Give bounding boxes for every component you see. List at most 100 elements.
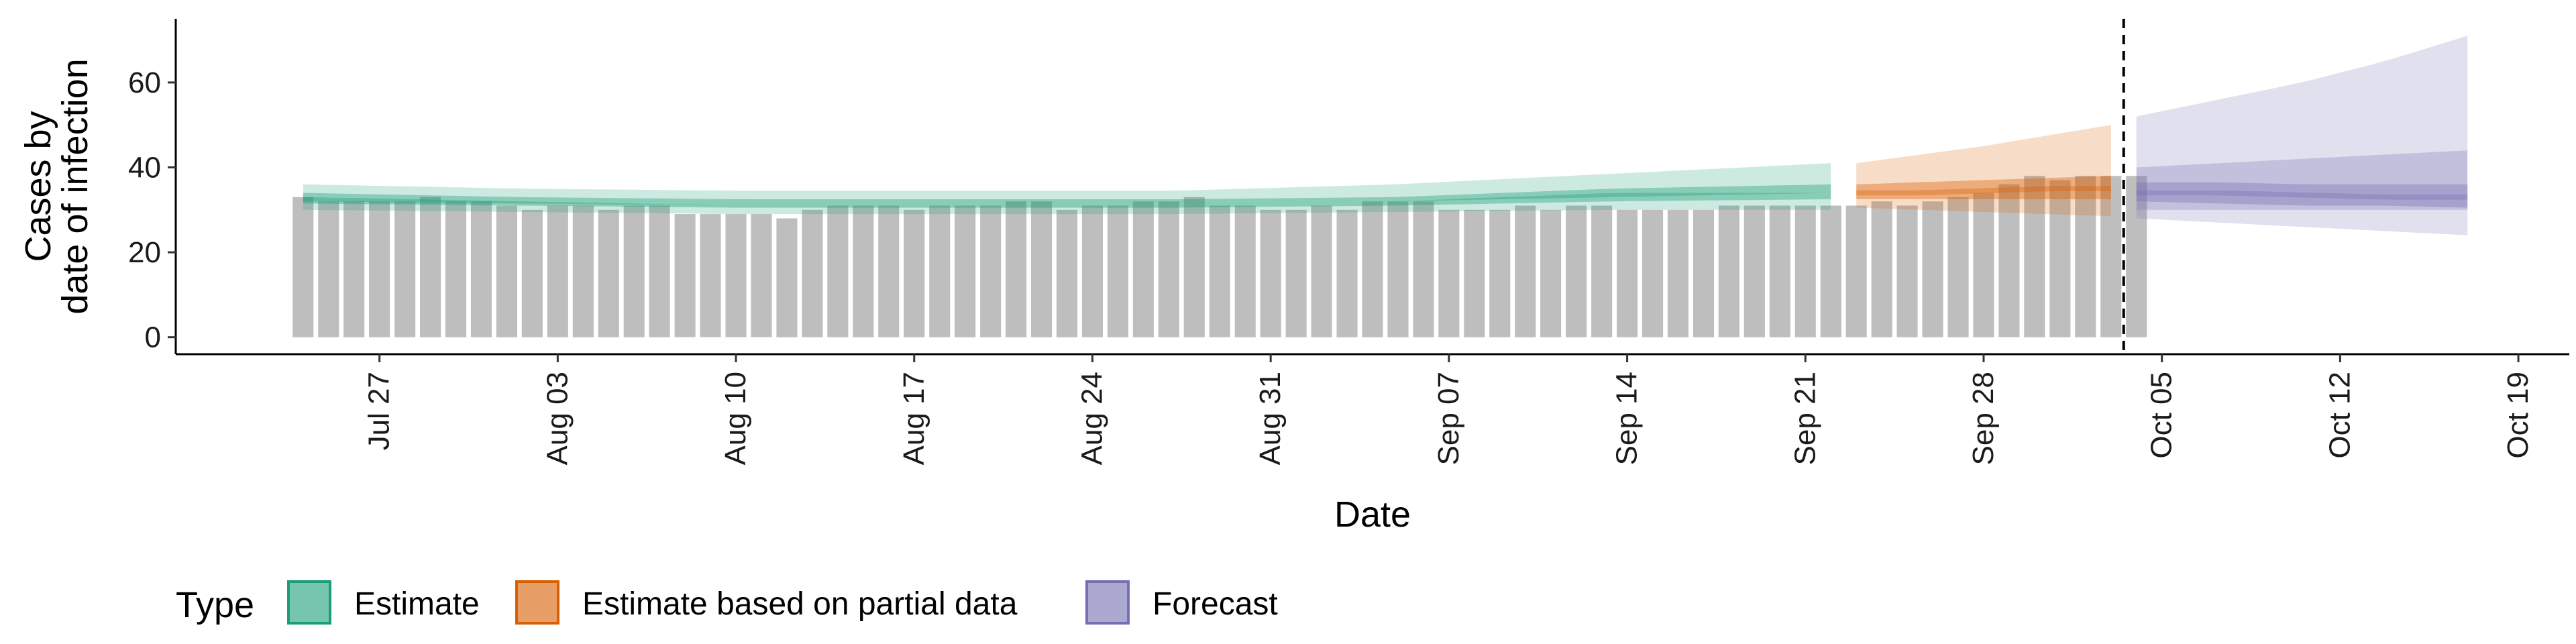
bar [2049, 180, 2071, 337]
partial-estimate-band90 [1856, 125, 2111, 217]
bar [1362, 201, 1383, 337]
bar [878, 205, 900, 337]
x-tick-label: Sep 14 [1611, 372, 1644, 465]
bar [1234, 205, 1256, 337]
bar [1591, 205, 1613, 337]
bar [1464, 209, 1485, 337]
bar [674, 214, 696, 337]
y-axis-title-line-2: date of infection [55, 58, 95, 314]
bar [1845, 205, 1867, 337]
bar [853, 205, 874, 337]
bar [1515, 205, 1536, 337]
bar [1132, 201, 1154, 337]
bar [1081, 205, 1103, 337]
bar [1871, 201, 1892, 337]
partial-estimate-band50 [1856, 176, 2111, 199]
legend-key-3 [1085, 580, 1130, 625]
bar [1006, 201, 1027, 337]
x-tick-label: Sep 21 [1788, 372, 1821, 465]
estimate-band90 [303, 163, 1831, 215]
bar [1642, 209, 1664, 337]
y-tick-label: 60 [128, 66, 161, 99]
bar [1540, 209, 1562, 337]
bar [1489, 209, 1511, 337]
y-axis-title: Cases by date of infection [18, 58, 95, 314]
bar [1285, 209, 1307, 337]
bar [496, 205, 517, 337]
y-axis-title-line-1: Cases by [18, 111, 58, 262]
bar [904, 209, 925, 337]
bar [292, 197, 314, 337]
bar [980, 205, 1002, 337]
bar [394, 201, 416, 337]
bar [1743, 205, 1765, 337]
bar [598, 209, 619, 337]
x-tick-label: Oct 05 [2145, 372, 2178, 459]
bar [1566, 205, 1587, 337]
bar [649, 205, 670, 337]
legend-key-2 [515, 580, 559, 625]
bar [1794, 205, 1816, 337]
x-tick-label: Aug 17 [898, 372, 930, 465]
y-tick-label: 0 [145, 321, 161, 354]
bar [802, 209, 823, 337]
estimate-band50 [303, 184, 1831, 208]
bar [2024, 176, 2045, 337]
bar [420, 197, 441, 337]
bar [1031, 201, 1053, 337]
bar [1209, 205, 1230, 337]
bar [1438, 209, 1460, 337]
estimate-bands-layer [303, 36, 2468, 235]
bar [623, 205, 645, 337]
bars-layer [292, 176, 2147, 337]
x-tick-label: Aug 31 [1254, 372, 1287, 465]
legend-label-3: Forecast [1152, 586, 1278, 622]
y-tick-label: 20 [128, 236, 161, 269]
bar [1387, 201, 1409, 337]
bar [1820, 205, 1841, 337]
forecast-band90 [2136, 36, 2468, 235]
forecast-band50 [2136, 182, 2468, 208]
x-axis-title: Date [1334, 494, 1411, 535]
bar [929, 205, 951, 337]
bar [572, 205, 594, 337]
x-tick-label: Sep 28 [1967, 372, 2000, 465]
legend-key-1 [287, 580, 331, 625]
bar [1667, 209, 1688, 337]
y-tick-label: 40 [128, 152, 161, 184]
bar [470, 201, 492, 337]
bar [2126, 176, 2147, 337]
forecast-median-band [2136, 190, 2468, 200]
bar [1718, 205, 1739, 337]
bar [1769, 205, 1790, 337]
bar [318, 201, 339, 337]
legend-title: Type [176, 585, 254, 625]
x-ticks-layer: Jul 27 Aug 03 Aug 10 Aug 17 Aug 24 Aug 31 Sep … [363, 354, 2534, 465]
x-tick-label: Jul 27 [363, 372, 396, 450]
legend-label-2: Estimate based on partial data [582, 586, 1018, 622]
forecast-band75 [2136, 150, 2468, 210]
bar [725, 214, 747, 337]
legend-label-1: Estimate [354, 586, 480, 622]
bar [1158, 201, 1179, 337]
bar [751, 214, 772, 337]
bar [700, 214, 721, 337]
bar [445, 201, 467, 337]
x-tick-label: Aug 24 [1076, 372, 1109, 465]
bar [1311, 205, 1332, 337]
bar [1617, 209, 1638, 337]
x-tick-label: Oct 12 [2323, 372, 2356, 459]
bar [1413, 201, 1434, 337]
bar [1260, 209, 1281, 337]
bar [1947, 197, 1969, 337]
bar [776, 218, 798, 337]
bar [547, 205, 568, 337]
bar [521, 209, 543, 337]
bar [1107, 205, 1128, 337]
bar [1922, 201, 1943, 337]
bar [1056, 209, 1077, 337]
x-tick-label: Sep 07 [1432, 372, 1465, 465]
bar [1693, 209, 1714, 337]
bar [1998, 184, 2020, 337]
